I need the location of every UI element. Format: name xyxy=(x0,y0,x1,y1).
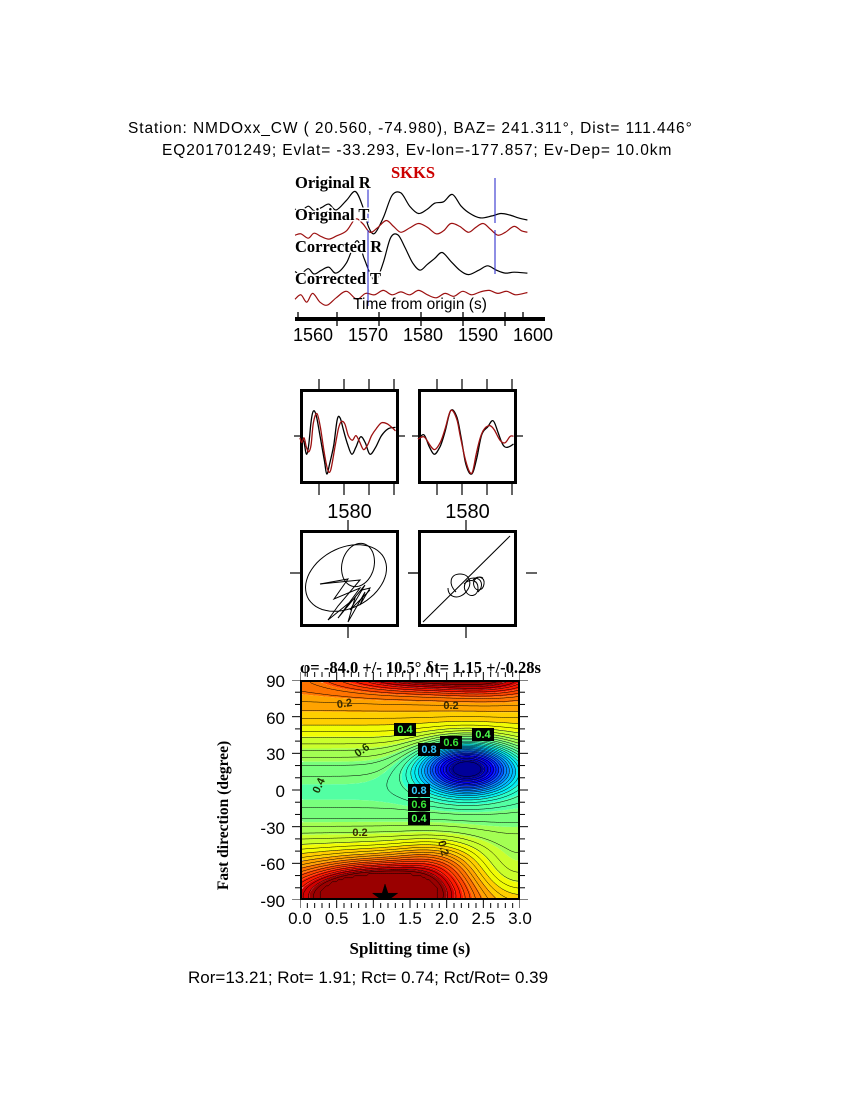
svg-text:0.4: 0.4 xyxy=(411,813,427,825)
svg-text:0.8: 0.8 xyxy=(421,744,436,756)
svg-text:0.6: 0.6 xyxy=(443,737,458,749)
svg-text:0.6: 0.6 xyxy=(411,799,426,811)
svg-text:0.4: 0.4 xyxy=(475,729,491,741)
svg-text:0.2: 0.2 xyxy=(336,697,353,711)
svg-text:0.2: 0.2 xyxy=(352,827,367,839)
svg-text:0.4: 0.4 xyxy=(311,775,329,795)
svg-text:0.8: 0.8 xyxy=(411,785,426,797)
svg-text:0.6: 0.6 xyxy=(353,741,372,760)
svg-text:Corrected T: Corrected T xyxy=(295,269,381,288)
svg-text:Original T: Original T xyxy=(295,205,369,224)
svg-text:Corrected R: Corrected R xyxy=(295,237,383,256)
svg-text:Original R: Original R xyxy=(295,173,372,192)
svg-text:SKKS: SKKS xyxy=(391,163,435,182)
svg-text:0.2: 0.2 xyxy=(443,700,458,712)
svg-text:0.2: 0.2 xyxy=(435,839,451,857)
svg-text:0.4: 0.4 xyxy=(397,724,413,736)
